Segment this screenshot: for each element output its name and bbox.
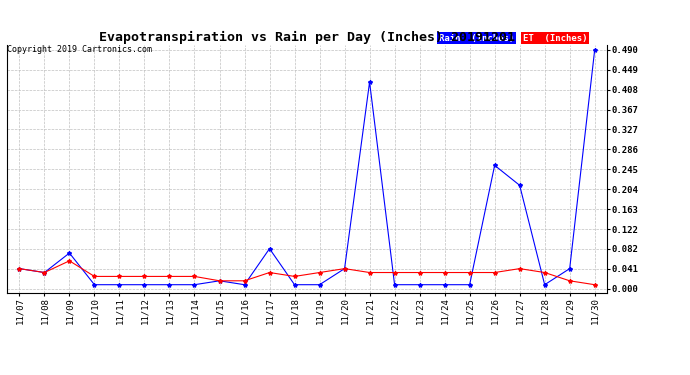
Text: Copyright 2019 Cartronics.com: Copyright 2019 Cartronics.com [7,45,152,54]
Title: Evapotranspiration vs Rain per Day (Inches) 20191201: Evapotranspiration vs Rain per Day (Inch… [99,31,515,44]
Text: Rain  (Inches): Rain (Inches) [439,33,514,42]
Text: ET  (Inches): ET (Inches) [523,33,588,42]
